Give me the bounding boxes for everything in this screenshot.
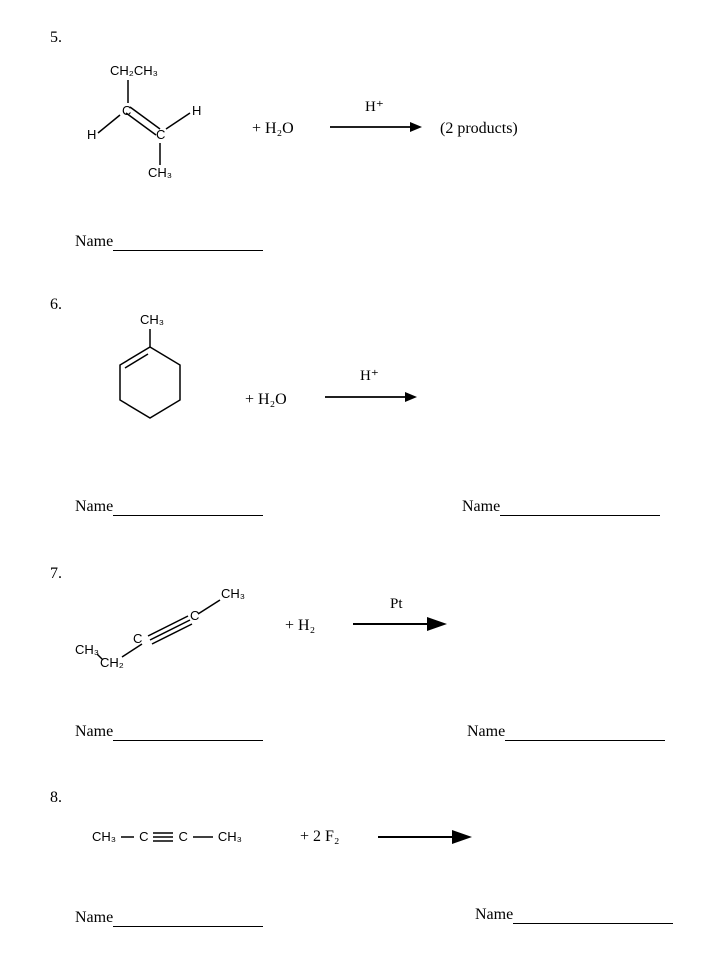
name-blank-7a[interactable] xyxy=(113,726,263,741)
problem-number-8: 8. xyxy=(50,789,62,807)
structure-7: C C CH₃ CH₂ CH₃ xyxy=(70,578,270,673)
name-blank-6b[interactable] xyxy=(500,501,660,516)
structure-8: CH₃ C C CH₃ xyxy=(92,828,282,852)
name-blank-5[interactable] xyxy=(113,236,263,251)
name-field-6a: Name xyxy=(75,498,263,516)
reagent-6: + H₂O xyxy=(245,391,287,409)
ch3-label-5: CH₃ xyxy=(148,165,172,180)
name-field-6b: Name xyxy=(462,498,660,516)
p8-ch3-right: CH₃ xyxy=(218,829,242,844)
ch3-label-6: CH₃ xyxy=(140,312,164,327)
name-field-7a: Name xyxy=(75,723,263,741)
c-atom-bot: C xyxy=(156,127,165,142)
name-label-8b: Name xyxy=(475,906,513,923)
problem-number-6: 6. xyxy=(50,296,62,314)
problem-number-5: 5. xyxy=(50,29,62,47)
name-label-7b: Name xyxy=(467,723,505,740)
name-label-8a: Name xyxy=(75,909,113,926)
name-field-7b: Name xyxy=(467,723,665,741)
arrow-icon-6 xyxy=(325,387,420,407)
name-blank-8a[interactable] xyxy=(113,912,263,927)
p8-c1: C xyxy=(139,829,148,844)
h-left: H xyxy=(87,127,96,142)
arrow-icon-7 xyxy=(353,614,448,634)
p8-c2: C xyxy=(178,829,187,844)
products-note: (2 products) xyxy=(440,120,518,138)
structure-5: C C H H CH₂CH₃ CH₃ xyxy=(80,55,240,195)
name-field-5: Name xyxy=(75,233,263,251)
catalyst-5: H⁺ xyxy=(365,97,384,116)
problem-number-7: 7. xyxy=(50,565,62,583)
name-blank-6a[interactable] xyxy=(113,501,263,516)
name-field-8a: Name xyxy=(75,909,263,927)
catalyst-6: H⁺ xyxy=(360,366,379,385)
p8-ch3-left: CH₃ xyxy=(92,829,116,844)
arrow-icon-5 xyxy=(330,117,425,137)
reagent-8: + 2 F₂ xyxy=(300,828,340,846)
arrow-icon-8 xyxy=(378,827,473,847)
name-blank-8b[interactable] xyxy=(513,909,673,924)
name-field-8b: Name xyxy=(475,906,673,924)
reagent-7: + H₂ xyxy=(285,617,315,635)
name-label-7a: Name xyxy=(75,723,113,740)
name-label-6a: Name xyxy=(75,498,113,515)
catalyst-7: Pt xyxy=(390,596,403,613)
ch2ch3-label: CH₂CH₃ xyxy=(110,63,158,78)
structure-6: CH₃ xyxy=(90,315,210,450)
page: 5. C C H H CH₂CH₃ CH₃ + H₂O H⁺ (2 produc… xyxy=(0,0,702,963)
name-blank-7b[interactable] xyxy=(505,726,665,741)
name-label-6b: Name xyxy=(462,498,500,515)
name-label-5: Name xyxy=(75,233,113,250)
c-atom-top: C xyxy=(122,103,131,118)
reagent-5: + H₂O xyxy=(252,120,294,138)
h-right: H xyxy=(192,103,201,118)
